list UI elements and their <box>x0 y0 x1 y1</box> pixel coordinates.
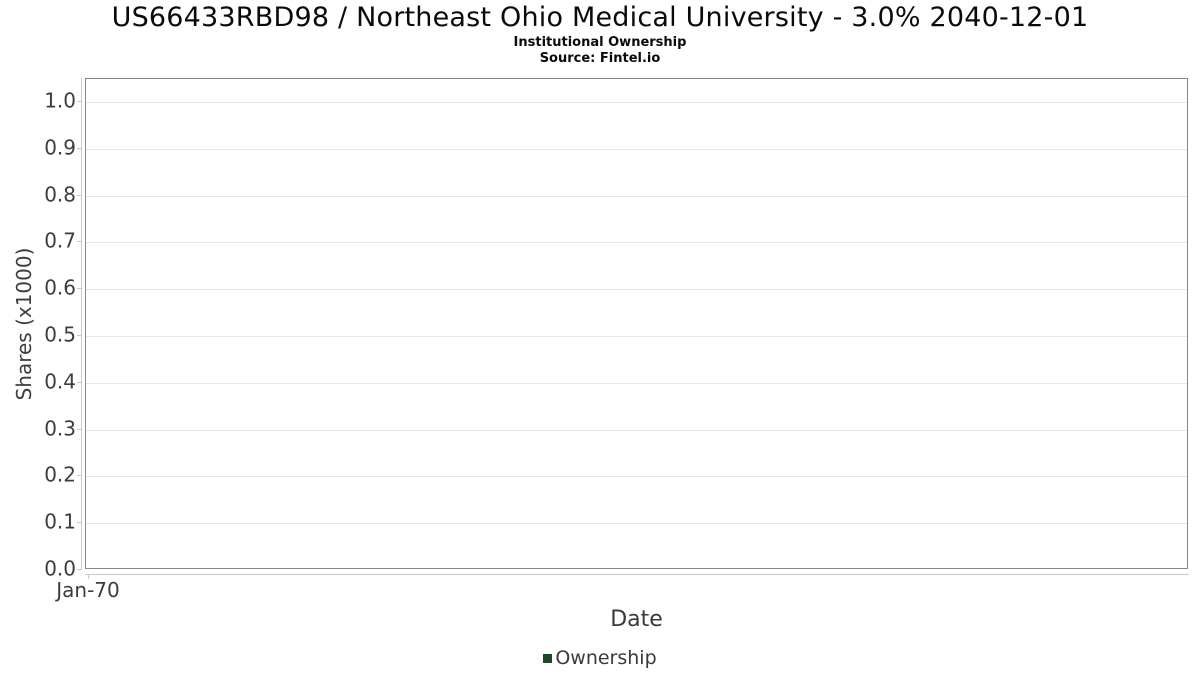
gridline <box>86 101 1187 103</box>
y-axis-tick-mark <box>77 569 82 570</box>
legend-label: Ownership <box>555 646 657 669</box>
gridline <box>86 382 1187 384</box>
y-axis-tick-label: 0.6 <box>44 275 76 300</box>
y-axis-tick-label: 0.7 <box>44 228 76 253</box>
y-axis-tick-label: 0.4 <box>44 369 76 394</box>
chart-legend: Ownership <box>0 645 1200 671</box>
legend-item[interactable]: Ownership <box>543 646 657 669</box>
gridline <box>86 195 1187 197</box>
gridline <box>86 476 1187 478</box>
gridline <box>86 429 1187 431</box>
y-axis-tick-mark <box>77 522 82 524</box>
gridline <box>86 289 1187 291</box>
y-axis-tick-mark <box>77 475 82 477</box>
gridline <box>86 336 1187 337</box>
y-axis-line <box>81 78 82 570</box>
y-axis-tick-mark <box>77 147 82 149</box>
chart-subtitle: Institutional Ownership <box>513 35 687 50</box>
y-axis-tick-mark <box>77 194 82 196</box>
chart-title: US66433RBD98 / Northeast Ohio Medical Un… <box>111 2 1089 33</box>
legend-swatch-icon <box>543 653 553 663</box>
y-axis-tick-label: 0.9 <box>44 135 76 160</box>
y-axis-tick-mark <box>77 288 82 290</box>
y-axis-tick-label: 0.1 <box>44 509 76 534</box>
plot-area <box>85 78 1188 569</box>
gridline <box>86 523 1187 525</box>
y-axis-tick-label: 0.3 <box>44 416 76 441</box>
x-axis-tick-label: Jan-70 <box>56 578 120 602</box>
y-axis-tick-label: 1.0 <box>44 88 76 113</box>
x-axis-tick-mark <box>88 574 89 579</box>
x-axis-line <box>85 574 1189 575</box>
y-axis-tick-label: 0.0 <box>44 556 76 581</box>
y-axis-tick-mark <box>77 241 82 243</box>
gridline <box>86 148 1187 150</box>
y-axis-tick-mark <box>77 335 82 336</box>
y-axis-tick-label: 0.2 <box>44 462 76 487</box>
y-axis-tick-mark <box>77 428 82 430</box>
y-axis-tick-label: 0.5 <box>44 322 76 347</box>
chart-source-caption: Source: Fintel.io <box>539 51 661 66</box>
y-axis-tick-mark <box>77 381 82 383</box>
gridline <box>86 242 1187 244</box>
y-axis-tick-label: 0.8 <box>44 182 76 207</box>
x-axis-label: Date <box>610 607 663 632</box>
y-axis-tick-mark <box>77 100 82 102</box>
